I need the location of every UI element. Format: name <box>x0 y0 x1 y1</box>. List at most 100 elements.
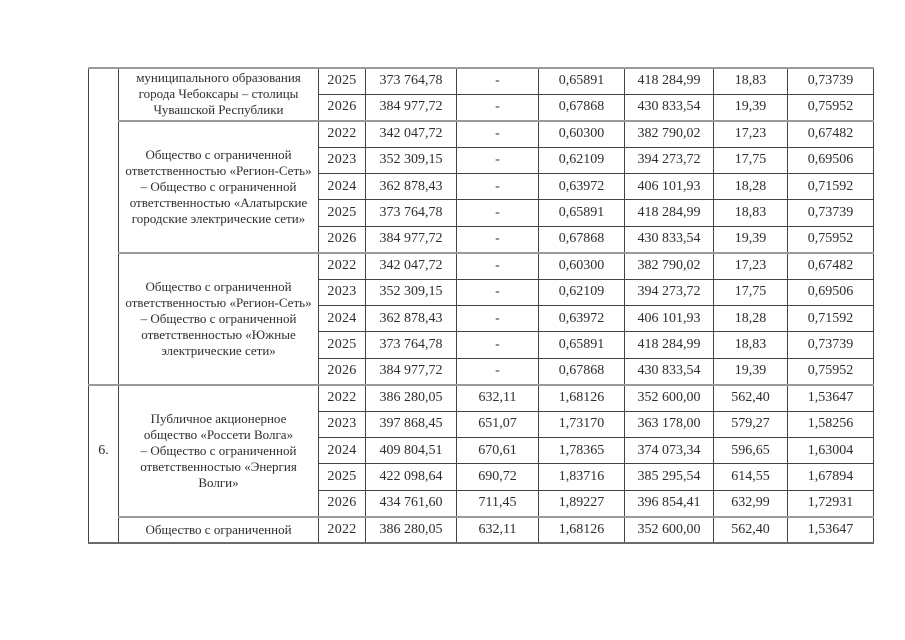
table-row: 2023 397 868,45 651,07 1,73170 363 178,00 579… <box>89 410 874 438</box>
organization-name-line: общество «Россети Волга» <box>143 426 294 442</box>
organization-name-line: – Общество с ограниченной <box>140 178 297 194</box>
value-cell: 418 284,99 <box>624 66 714 95</box>
value-cell: 614,55 <box>713 463 788 491</box>
value-cell: 382 790,02 <box>624 119 714 148</box>
table-row: 2025 373 764,78-0,65891 418 284,99 18,83 0,7… <box>89 331 874 359</box>
value-cell: - <box>456 278 539 306</box>
table-row: 2026 384 977,72-0,67868 430 833,54 19,39 0,7… <box>89 225 874 253</box>
organization-name-line: ответственностью «Энергия <box>140 458 297 474</box>
organization-cell: Общество с ограниченной <box>118 515 319 544</box>
tariff-table-body: муниципального образования города Чебокса… <box>88 66 874 544</box>
value-cell: 373 764,78 <box>365 66 457 95</box>
value-cell: 374 073,34 <box>624 436 714 464</box>
year-cell: 2023 <box>318 146 366 174</box>
value-cell: 0,75952 <box>787 225 874 253</box>
value-cell: - <box>456 173 539 200</box>
table-row: Общество с ограниченной 2022 386 280,05 632… <box>88 515 874 544</box>
table-row: 2024 362 878,43-0,63972 406 101,93 18,28 0,7… <box>89 173 874 200</box>
organization-name-line: ответственностью «Регион-Сеть» <box>125 294 312 310</box>
value-cell: 19,39 <box>713 93 788 121</box>
value-cell: 0,63972 <box>538 173 625 200</box>
value-cell: 352 600,00 <box>624 515 714 544</box>
year-cell: 2023 <box>318 278 366 306</box>
value-cell: 0,65891 <box>538 66 625 95</box>
value-cell: 384 977,72 <box>365 93 457 121</box>
value-cell: 579,27 <box>713 410 788 438</box>
value-cell: 18,83 <box>713 66 788 95</box>
value-cell: 18,83 <box>713 331 788 359</box>
tariff-table: муниципального образования города Чебокса… <box>88 66 874 545</box>
value-cell: 1,58256 <box>787 410 874 438</box>
year-cell: 2025 <box>318 66 366 95</box>
table-row: 2023 352 309,15-0,62109 394 273,72 17,75 0,6… <box>89 278 874 306</box>
year-cell: 2025 <box>318 199 366 227</box>
organization-name-line: города Чебоксары – столицы <box>138 86 299 102</box>
year-cell: 2026 <box>318 93 366 121</box>
value-cell: 19,39 <box>713 225 788 253</box>
value-cell: 406 101,93 <box>624 305 714 332</box>
value-cell: 0,73739 <box>787 66 874 95</box>
value-cell: 352 309,15 <box>365 146 457 174</box>
value-cell: 596,65 <box>713 436 788 464</box>
value-cell: 0,62109 <box>538 278 625 306</box>
value-cell: 1,83716 <box>538 463 625 491</box>
value-cell: 0,67868 <box>538 93 625 121</box>
value-cell: 562,40 <box>713 515 788 544</box>
value-cell: 19,39 <box>713 357 788 385</box>
value-cell: 651,07 <box>456 410 539 438</box>
table-row: Общество с ограниченной ответственностью … <box>88 119 874 253</box>
value-cell: 711,45 <box>456 489 539 517</box>
table-row: Общество с ограниченной ответственностью … <box>88 251 874 385</box>
value-cell: 384 977,72 <box>365 225 457 253</box>
value-cell: 670,61 <box>456 436 539 464</box>
year-cell: 2023 <box>318 410 366 438</box>
year-cell: 2026 <box>318 225 366 253</box>
table-row: 2025 373 764,78-0,65891 418 284,99 18,83 0,7… <box>89 199 874 227</box>
value-cell: 690,72 <box>456 463 539 491</box>
year-cell: 2022 <box>318 251 366 280</box>
organization-name-line: электрические сети» <box>161 342 276 358</box>
value-cell: 1,78365 <box>538 436 625 464</box>
year-cell: 2022 <box>318 119 366 148</box>
value-cell: 434 761,60 <box>365 489 457 517</box>
value-cell: 0,73739 <box>787 199 874 227</box>
table-row: 2026 384 977,72-0,67868 430 833,54 19,39 0,7… <box>89 357 874 385</box>
value-cell: 352 600,00 <box>624 383 714 412</box>
organization-cell: Публичное акционерное общество «Россети В… <box>118 383 319 517</box>
value-cell: 18,83 <box>713 199 788 227</box>
value-cell: 562,40 <box>713 383 788 412</box>
value-cell: 373 764,78 <box>365 199 457 227</box>
table-row: 2024 409 804,51 670,61 1,78365 374 073,34 596… <box>89 436 874 464</box>
table-row: муниципального образования города Чебокса… <box>88 66 874 121</box>
value-cell: - <box>456 199 539 227</box>
value-cell: 1,63004 <box>787 436 874 464</box>
value-cell: 0,71592 <box>787 173 874 200</box>
section-number: 6. <box>98 443 109 459</box>
value-cell: 0,75952 <box>787 357 874 385</box>
value-cell: 0,71592 <box>787 305 874 332</box>
value-cell: 1,73170 <box>538 410 625 438</box>
value-cell: 385 295,54 <box>624 463 714 491</box>
value-cell: 394 273,72 <box>624 278 714 306</box>
organization-name-line: ответственностью «Алатырские <box>129 194 308 210</box>
section-number-cell <box>88 516 119 544</box>
year-cell: 2024 <box>318 436 366 464</box>
year-cell: 2024 <box>318 305 366 332</box>
value-cell: - <box>456 93 539 121</box>
value-cell: - <box>456 119 539 148</box>
organization-name-line: – Общество с ограниченной <box>140 442 297 458</box>
section-number-cell <box>88 67 119 121</box>
value-cell: 1,53647 <box>787 515 874 544</box>
value-cell: 17,23 <box>713 251 788 280</box>
value-cell: 1,67894 <box>787 463 874 491</box>
year-cell: 2022 <box>318 383 366 412</box>
table-row: 2023 352 309,15-0,62109 394 273,72 17,75 0,6… <box>89 146 874 174</box>
value-cell: 632,11 <box>456 383 539 412</box>
value-cell: 386 280,05 <box>365 383 457 412</box>
value-cell: 17,23 <box>713 119 788 148</box>
organization-name-line: Общество с ограниченной <box>145 521 292 537</box>
value-cell: 430 833,54 <box>624 357 714 385</box>
year-cell: 2026 <box>318 357 366 385</box>
value-cell: 0,67482 <box>787 251 874 280</box>
value-cell: 422 098,64 <box>365 463 457 491</box>
